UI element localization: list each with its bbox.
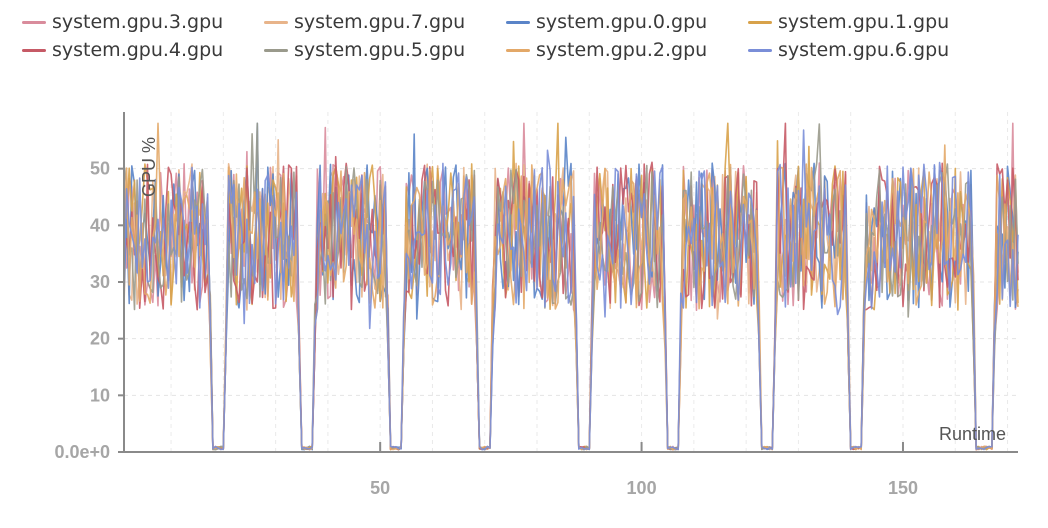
legend-item[interactable]: system.gpu.0.gpu: [506, 10, 707, 34]
chart-legend: system.gpu.3.gpu system.gpu.7.gpu system.g…: [22, 10, 1022, 66]
x-tick-label: 50: [370, 478, 390, 498]
y-axis-title: GPU %: [139, 137, 159, 197]
x-tick-label: 100: [627, 478, 657, 498]
series-line: [123, 122, 1019, 451]
legend-swatch: [22, 20, 46, 24]
legend-label: system.gpu.0.gpu: [536, 11, 708, 33]
legend-label: system.gpu.6.gpu: [778, 39, 950, 61]
legend-item[interactable]: system.gpu.6.gpu: [748, 38, 949, 62]
legend-swatch: [506, 20, 530, 24]
x-tick-label: 150: [888, 478, 918, 498]
legend-swatch: [748, 48, 772, 52]
legend-item[interactable]: system.gpu.7.gpu: [264, 10, 465, 34]
legend-item[interactable]: system.gpu.1.gpu: [748, 10, 949, 34]
y-tick-label: 50: [90, 159, 110, 179]
y-tick-label: 0.0e+0: [54, 442, 110, 462]
x-axis-title: Runtime: [939, 424, 1006, 444]
y-tick-label: 30: [90, 272, 110, 292]
legend-item[interactable]: system.gpu.4.gpu: [22, 38, 223, 62]
y-tick-label: 40: [90, 215, 110, 235]
legend-swatch: [264, 48, 288, 52]
legend-swatch: [22, 48, 46, 52]
legend-label: system.gpu.2.gpu: [536, 39, 708, 61]
series-line: [123, 129, 1019, 451]
y-tick-label: 20: [90, 329, 110, 349]
legend-label: system.gpu.7.gpu: [294, 11, 466, 33]
legend-swatch: [748, 20, 772, 24]
legend-label: system.gpu.3.gpu: [52, 11, 224, 33]
tick-labels: 0.0e+0 10 20 30 40 50 50 100 150: [54, 159, 918, 498]
legend-swatch: [264, 20, 288, 24]
legend-swatch: [506, 48, 530, 52]
series-lines: [123, 122, 1019, 451]
y-tick-label: 10: [90, 385, 110, 405]
legend-item[interactable]: system.gpu.2.gpu: [506, 38, 707, 62]
legend-label: system.gpu.1.gpu: [778, 11, 950, 33]
legend-item[interactable]: system.gpu.5.gpu: [264, 38, 465, 62]
legend-label: system.gpu.5.gpu: [294, 39, 466, 61]
legend-item[interactable]: system.gpu.3.gpu: [22, 10, 223, 34]
legend-label: system.gpu.4.gpu: [52, 39, 224, 61]
